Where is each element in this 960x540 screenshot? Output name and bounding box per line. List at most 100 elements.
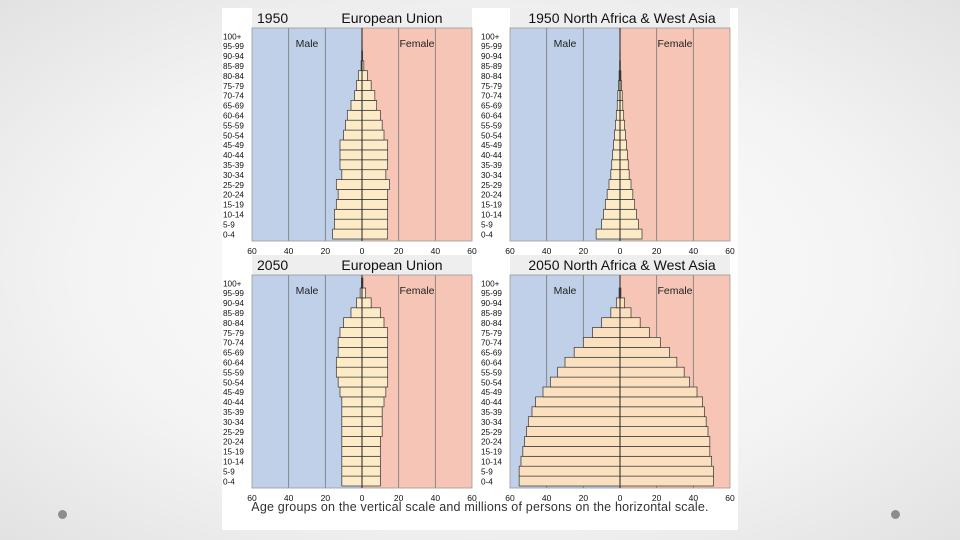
age-group-label: 0-4 xyxy=(481,230,493,239)
bar-male xyxy=(612,149,621,161)
bar-male xyxy=(339,139,363,151)
bar-male xyxy=(557,366,621,378)
bar-female xyxy=(361,416,383,427)
age-group-label: 25-29 xyxy=(223,181,244,190)
bar-female xyxy=(361,149,389,161)
bar-male xyxy=(610,307,621,319)
bar-female xyxy=(619,356,678,368)
bar-male xyxy=(522,446,621,457)
bar-male xyxy=(341,169,363,180)
pyramid-panel-nawa-2050: 2050 North Africa & West Asia Male Female 0… xyxy=(481,255,735,503)
bar-male xyxy=(527,416,621,427)
bar-male xyxy=(334,218,363,230)
bar-female xyxy=(619,436,711,447)
bar-male xyxy=(531,406,621,418)
age-group-label: 80-84 xyxy=(481,319,502,328)
bar-male xyxy=(339,159,363,171)
age-group-label: 85-89 xyxy=(223,309,244,318)
age-group-label: 45-49 xyxy=(223,141,244,150)
x-tick-label: 40 xyxy=(542,246,552,256)
age-group-label: 75-79 xyxy=(223,82,244,91)
bar-male xyxy=(346,109,363,121)
bar-female xyxy=(361,109,381,121)
age-group-label: 75-79 xyxy=(223,329,244,338)
female-background xyxy=(620,28,730,241)
bar-female xyxy=(361,317,385,328)
age-group-label: 30-34 xyxy=(223,171,244,180)
age-group-label: 45-49 xyxy=(481,141,502,150)
x-tick-label: 40 xyxy=(431,246,441,256)
bar-male xyxy=(611,159,621,171)
bar-female xyxy=(361,228,389,240)
x-tick-label: 20 xyxy=(321,246,331,256)
bar-male xyxy=(343,129,363,141)
bar-female xyxy=(361,376,389,388)
bar-female xyxy=(619,337,661,348)
age-group-label: 20-24 xyxy=(481,438,502,447)
female-label: Female xyxy=(399,38,434,50)
bar-female xyxy=(361,396,385,408)
x-tick-label: 20 xyxy=(321,493,331,503)
age-group-label: 70-74 xyxy=(223,339,244,348)
bar-female xyxy=(619,327,650,338)
bar-female xyxy=(361,90,376,101)
x-tick-label: 40 xyxy=(689,246,699,256)
male-background xyxy=(510,28,620,241)
panel-title-strip xyxy=(510,255,730,275)
bar-male xyxy=(615,297,621,309)
age-group-label: 60-64 xyxy=(481,358,502,367)
age-group-label: 40-44 xyxy=(223,151,244,160)
bar-female xyxy=(619,455,713,467)
bar-male xyxy=(337,376,363,388)
age-group-label: 90-94 xyxy=(481,52,502,61)
x-tick-label: 20 xyxy=(652,493,662,503)
age-group-label: 55-59 xyxy=(481,368,502,377)
bar-female xyxy=(619,307,632,319)
bar-female xyxy=(361,307,381,319)
bar-male xyxy=(526,426,621,437)
bar-male xyxy=(615,109,621,121)
age-group-label: 95-99 xyxy=(481,289,502,298)
x-tick-label: 60 xyxy=(247,493,257,503)
bar-female xyxy=(619,189,634,200)
bar-male xyxy=(341,406,363,418)
age-group-label: 45-49 xyxy=(223,388,244,397)
panel-title-strip xyxy=(510,8,730,28)
bar-female xyxy=(619,446,711,457)
bar-male xyxy=(341,426,363,437)
panel-title: 1950 North Africa & West Asia xyxy=(528,10,715,26)
bar-female xyxy=(361,366,389,378)
x-tick-label: 40 xyxy=(284,246,294,256)
bar-male xyxy=(332,228,363,240)
age-group-label: 70-74 xyxy=(481,339,502,348)
age-group-label: 0-4 xyxy=(481,477,493,486)
bar-female xyxy=(361,426,383,437)
bar-male xyxy=(339,327,363,338)
bar-female xyxy=(361,475,381,487)
age-group-label: 0-4 xyxy=(223,477,235,486)
bar-female xyxy=(619,406,705,418)
age-group-label: 15-19 xyxy=(481,201,502,210)
bar-female xyxy=(361,436,381,447)
bar-male xyxy=(341,465,363,477)
x-tick-label: 60 xyxy=(505,246,515,256)
age-group-label: 80-84 xyxy=(223,72,244,81)
age-group-label: 80-84 xyxy=(481,72,502,81)
age-group-label: 10-14 xyxy=(481,210,502,219)
age-group-label: 15-19 xyxy=(223,201,244,210)
panel-title-strip xyxy=(252,255,472,275)
panel-region: European Union xyxy=(341,10,442,26)
bar-male xyxy=(608,179,621,190)
bar-female xyxy=(361,70,368,81)
bar-male xyxy=(356,80,363,91)
age-group-label: 100+ xyxy=(481,279,500,288)
age-group-label: 65-69 xyxy=(223,102,244,111)
bar-male xyxy=(335,356,363,368)
bar-female xyxy=(619,208,637,220)
bar-female xyxy=(619,159,629,171)
x-tick-label: 0 xyxy=(360,246,365,256)
age-group-label: 90-94 xyxy=(223,52,244,61)
bar-male xyxy=(335,366,363,378)
age-group-label: 85-89 xyxy=(481,62,502,71)
